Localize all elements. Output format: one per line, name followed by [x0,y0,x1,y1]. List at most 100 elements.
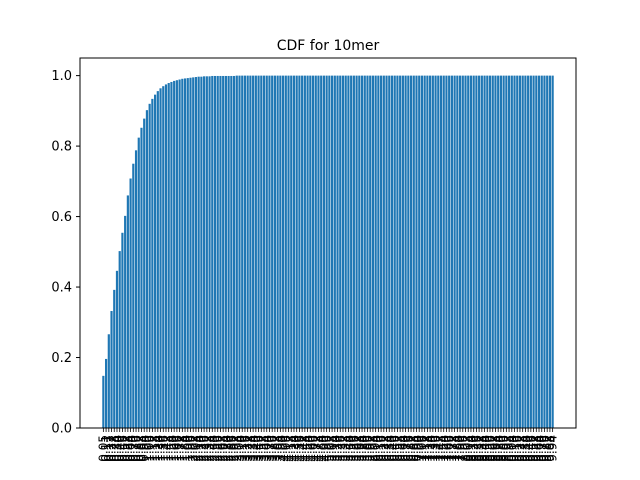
x-tick-label: 0.17 [102,435,116,462]
x-tick-label: 4.30 [290,435,304,462]
bar-7.12 [423,75,426,429]
bar-7.90 [458,75,462,429]
x-tick-label: 5.26 [333,435,347,462]
bar-5.80 [363,75,366,429]
y-tick-label: 1.0 [51,69,72,84]
x-tick-label: 4.72 [309,435,323,462]
x-tick-label: 6.70 [399,435,413,462]
x-tick-label: 5.98 [366,435,380,462]
bar-5.14 [333,75,336,429]
bar-2.50 [213,75,217,428]
x-tick-label: 6.34 [382,435,396,462]
bar-5.44 [347,75,350,429]
bar-9.46 [529,75,532,429]
x-tick-label: 5.44 [341,435,355,462]
bar-7.54 [442,75,445,429]
x-tick-label: 6.64 [396,435,410,462]
x-tick-label: 3.10 [235,435,249,462]
bar-3.82 [273,75,276,429]
bar-2.80 [227,75,230,428]
bar-0.05 [102,375,105,428]
x-tick-label: 4.48 [298,435,312,462]
bar-5.74 [360,75,364,429]
x-tick-label: 1.84 [178,435,192,462]
x-tick-label: 3.94 [273,435,287,462]
bar-2.86 [230,75,233,428]
bar-1.78 [181,78,184,428]
bar-4.90 [322,75,326,429]
x-tick-label: 5.32 [336,435,350,462]
bar-7.60 [445,75,448,429]
x-tick-label: 1.66 [170,435,184,462]
x-tick-label: 3.52 [254,435,268,462]
x-tick-label: 6.76 [401,435,415,462]
bar-3.22 [246,75,249,429]
x-tick-label: 7.30 [426,435,440,462]
bar-1.42 [164,84,168,429]
x-tick-label: 2.92 [227,435,241,462]
bar-5.20 [336,75,339,429]
bar-3.10 [241,75,244,429]
x-tick-label: 1.60 [167,435,181,462]
x-tick-label: 9.70 [535,435,549,462]
x-tick-label: 3.22 [241,435,255,462]
bar-0.11 [105,358,108,428]
x-tick-label: 7.84 [450,435,464,462]
x-tick-label: 8.86 [497,435,511,462]
x-tick-label: 4.78 [311,435,325,462]
x-tick-label: 4.96 [320,435,334,462]
x-tick-label: 8.32 [472,435,486,462]
bar-2.26 [203,76,206,428]
x-tick-label: 3.64 [260,435,274,462]
x-tick-label: 7.78 [448,435,462,462]
x-tick-label: 4.90 [317,435,331,462]
bar-8.08 [467,75,470,429]
x-tick-label: 7.36 [429,435,443,462]
bar-1.90 [186,78,189,428]
x-tick-label: 3.34 [246,435,260,462]
bar-1.36 [162,86,165,428]
bar-8.38 [480,75,483,429]
x-tick-label: 2.20 [194,435,208,462]
bar-4.42 [301,75,304,429]
x-tick-label: 9.40 [521,435,535,462]
bar-3.88 [276,75,279,429]
x-tick-label: 7.12 [418,435,432,462]
bar-3.76 [271,75,274,429]
x-tick-label: 1.54 [164,435,178,462]
bar-4.48 [303,75,306,429]
bar-1.48 [167,83,170,429]
x-tick-label: 6.16 [374,435,388,462]
bar-7.24 [429,75,432,429]
x-tick-label: 8.56 [483,435,497,462]
x-tick-label: 2.50 [208,435,222,462]
x-tick-label: 6.88 [407,435,421,462]
x-tick-label: 6.94 [409,435,423,462]
bar-0.40 [118,251,121,428]
bar-6.82 [409,75,413,429]
x-tick-label: 4.36 [292,435,306,462]
x-tick-label: 0.94 [137,435,151,462]
bar-7.84 [456,75,459,429]
bar-6.16 [380,75,383,429]
x-tick-label: 0.11 [99,435,113,462]
x-tick-label: 2.80 [222,435,236,462]
bar-0.46 [121,232,124,428]
x-tick-label: 0.52 [118,435,132,462]
bar-0.34 [115,270,119,428]
bar-1.84 [183,78,187,428]
bar-2.56 [216,75,219,428]
bar-9.70 [540,75,543,429]
x-tick-label: 6.58 [393,435,407,462]
bar-5.62 [355,75,358,429]
bar-6.52 [396,75,399,429]
bar-0.28 [113,289,116,428]
x-tick-label: 3.16 [238,435,252,462]
x-tick-label: 2.68 [216,435,230,462]
bar-4.06 [284,75,287,429]
bar-6.76 [407,75,410,429]
bar-5.68 [358,75,361,429]
x-tick-label: 5.74 [355,435,369,462]
x-tick-label: 2.74 [219,435,233,462]
x-tick-label: 9.58 [529,435,543,462]
